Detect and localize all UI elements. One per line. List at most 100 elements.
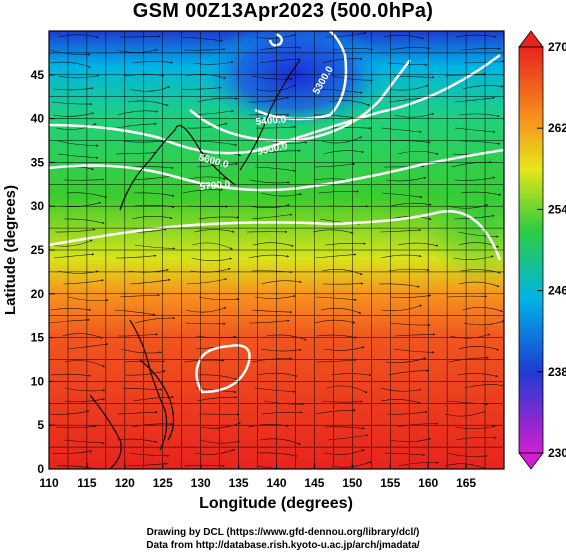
streamline [458,231,499,238]
x-tick-label: 145 [304,476,324,490]
streamline [323,150,364,155]
streamline [393,112,435,118]
streamline [117,48,158,53]
streamline [328,434,369,441]
streamline [383,35,425,40]
streamline [123,140,164,143]
streamline [117,110,159,116]
streamline [456,34,497,38]
streamline [124,360,165,363]
streamline [133,166,174,169]
streamline [251,309,293,314]
x-tick-label: 140 [266,476,286,490]
streamline [127,462,168,467]
streamline [63,178,105,181]
colorbar-ticks: 270 262 254 246 238 230 [537,40,566,460]
streamline [464,60,504,64]
streamline [313,229,354,234]
streamline [196,140,238,146]
y-tick-label: 40 [31,112,45,126]
colorbar: 270 262 254 246 238 230 [518,30,566,470]
streamline [324,449,365,455]
streamline [196,396,238,402]
streamline [51,450,93,454]
streamline [455,425,496,429]
streamline [446,295,488,298]
streamline [385,176,427,182]
streamline [255,295,296,299]
streamline [194,448,236,455]
streamline [197,162,239,168]
streamline [454,176,496,181]
streamline [458,281,500,288]
credit-line-dcl: Drawing by DCL (https://www.gfd-dennou.o… [146,527,420,538]
streamline [384,164,425,168]
streamline [390,322,431,327]
y-tick-label: 5 [37,418,44,432]
y-tick-label: 15 [31,331,45,345]
x-axis-ticks: 110 115 120 125 130 135 140 145 150 155 160 165 [39,463,476,490]
y-tick-label: 35 [31,155,45,169]
contour-label-5400: 5400.0 [255,114,287,128]
streamline [460,140,501,145]
streamline [381,304,423,312]
streamline [129,452,170,457]
streamline [331,461,373,468]
colorbar-tick-label: 262 [548,121,566,135]
streamline [388,84,429,91]
streamline [331,373,372,377]
streamline [53,253,95,259]
colorbar-top-cap [518,30,544,48]
streamline [314,162,356,168]
streamline [327,385,368,394]
streamline [447,400,489,406]
streamline [119,35,161,38]
y-tick-label: 0 [37,462,44,476]
streamline [133,395,174,402]
streamline [49,410,90,415]
streamline [397,242,439,247]
streamline [320,307,362,314]
streamline [449,333,491,339]
streamline [255,84,297,92]
streamline [132,61,174,64]
streamline [446,452,488,458]
streamline [116,151,157,155]
streamline [261,280,302,285]
streamline [194,229,235,233]
streamline [316,334,357,339]
streamline [380,228,422,233]
streamline [251,357,293,363]
streamline [388,268,430,272]
streamline [390,437,431,443]
streamline [266,140,308,144]
x-tick-label: 115 [77,476,97,490]
streamline [252,75,293,81]
streamline [197,97,239,103]
streamline [263,400,305,406]
streamline [200,422,241,429]
colorbar-tick-label: 270 [548,40,566,54]
streamline [322,269,363,275]
streamline [462,307,503,312]
streamline [117,333,158,337]
streamline [132,175,174,181]
y-axis-ticks: 0 5 10 15 20 25 30 35 40 45 [31,68,55,476]
streamline [53,112,94,117]
y-axis-label: Latitude (degrees) [2,185,19,315]
x-tick-label: 130 [191,476,211,490]
streamline [325,242,367,246]
colorbar-body [518,46,544,454]
streamline [324,426,365,430]
streamline [382,192,423,199]
streamline [453,255,494,260]
streamline [254,387,296,393]
streamline [56,123,97,130]
streamline [388,369,430,376]
streamline [266,334,307,341]
streamline [67,343,109,350]
streamline [397,422,438,428]
streamline [132,216,173,220]
streamline [393,348,435,354]
